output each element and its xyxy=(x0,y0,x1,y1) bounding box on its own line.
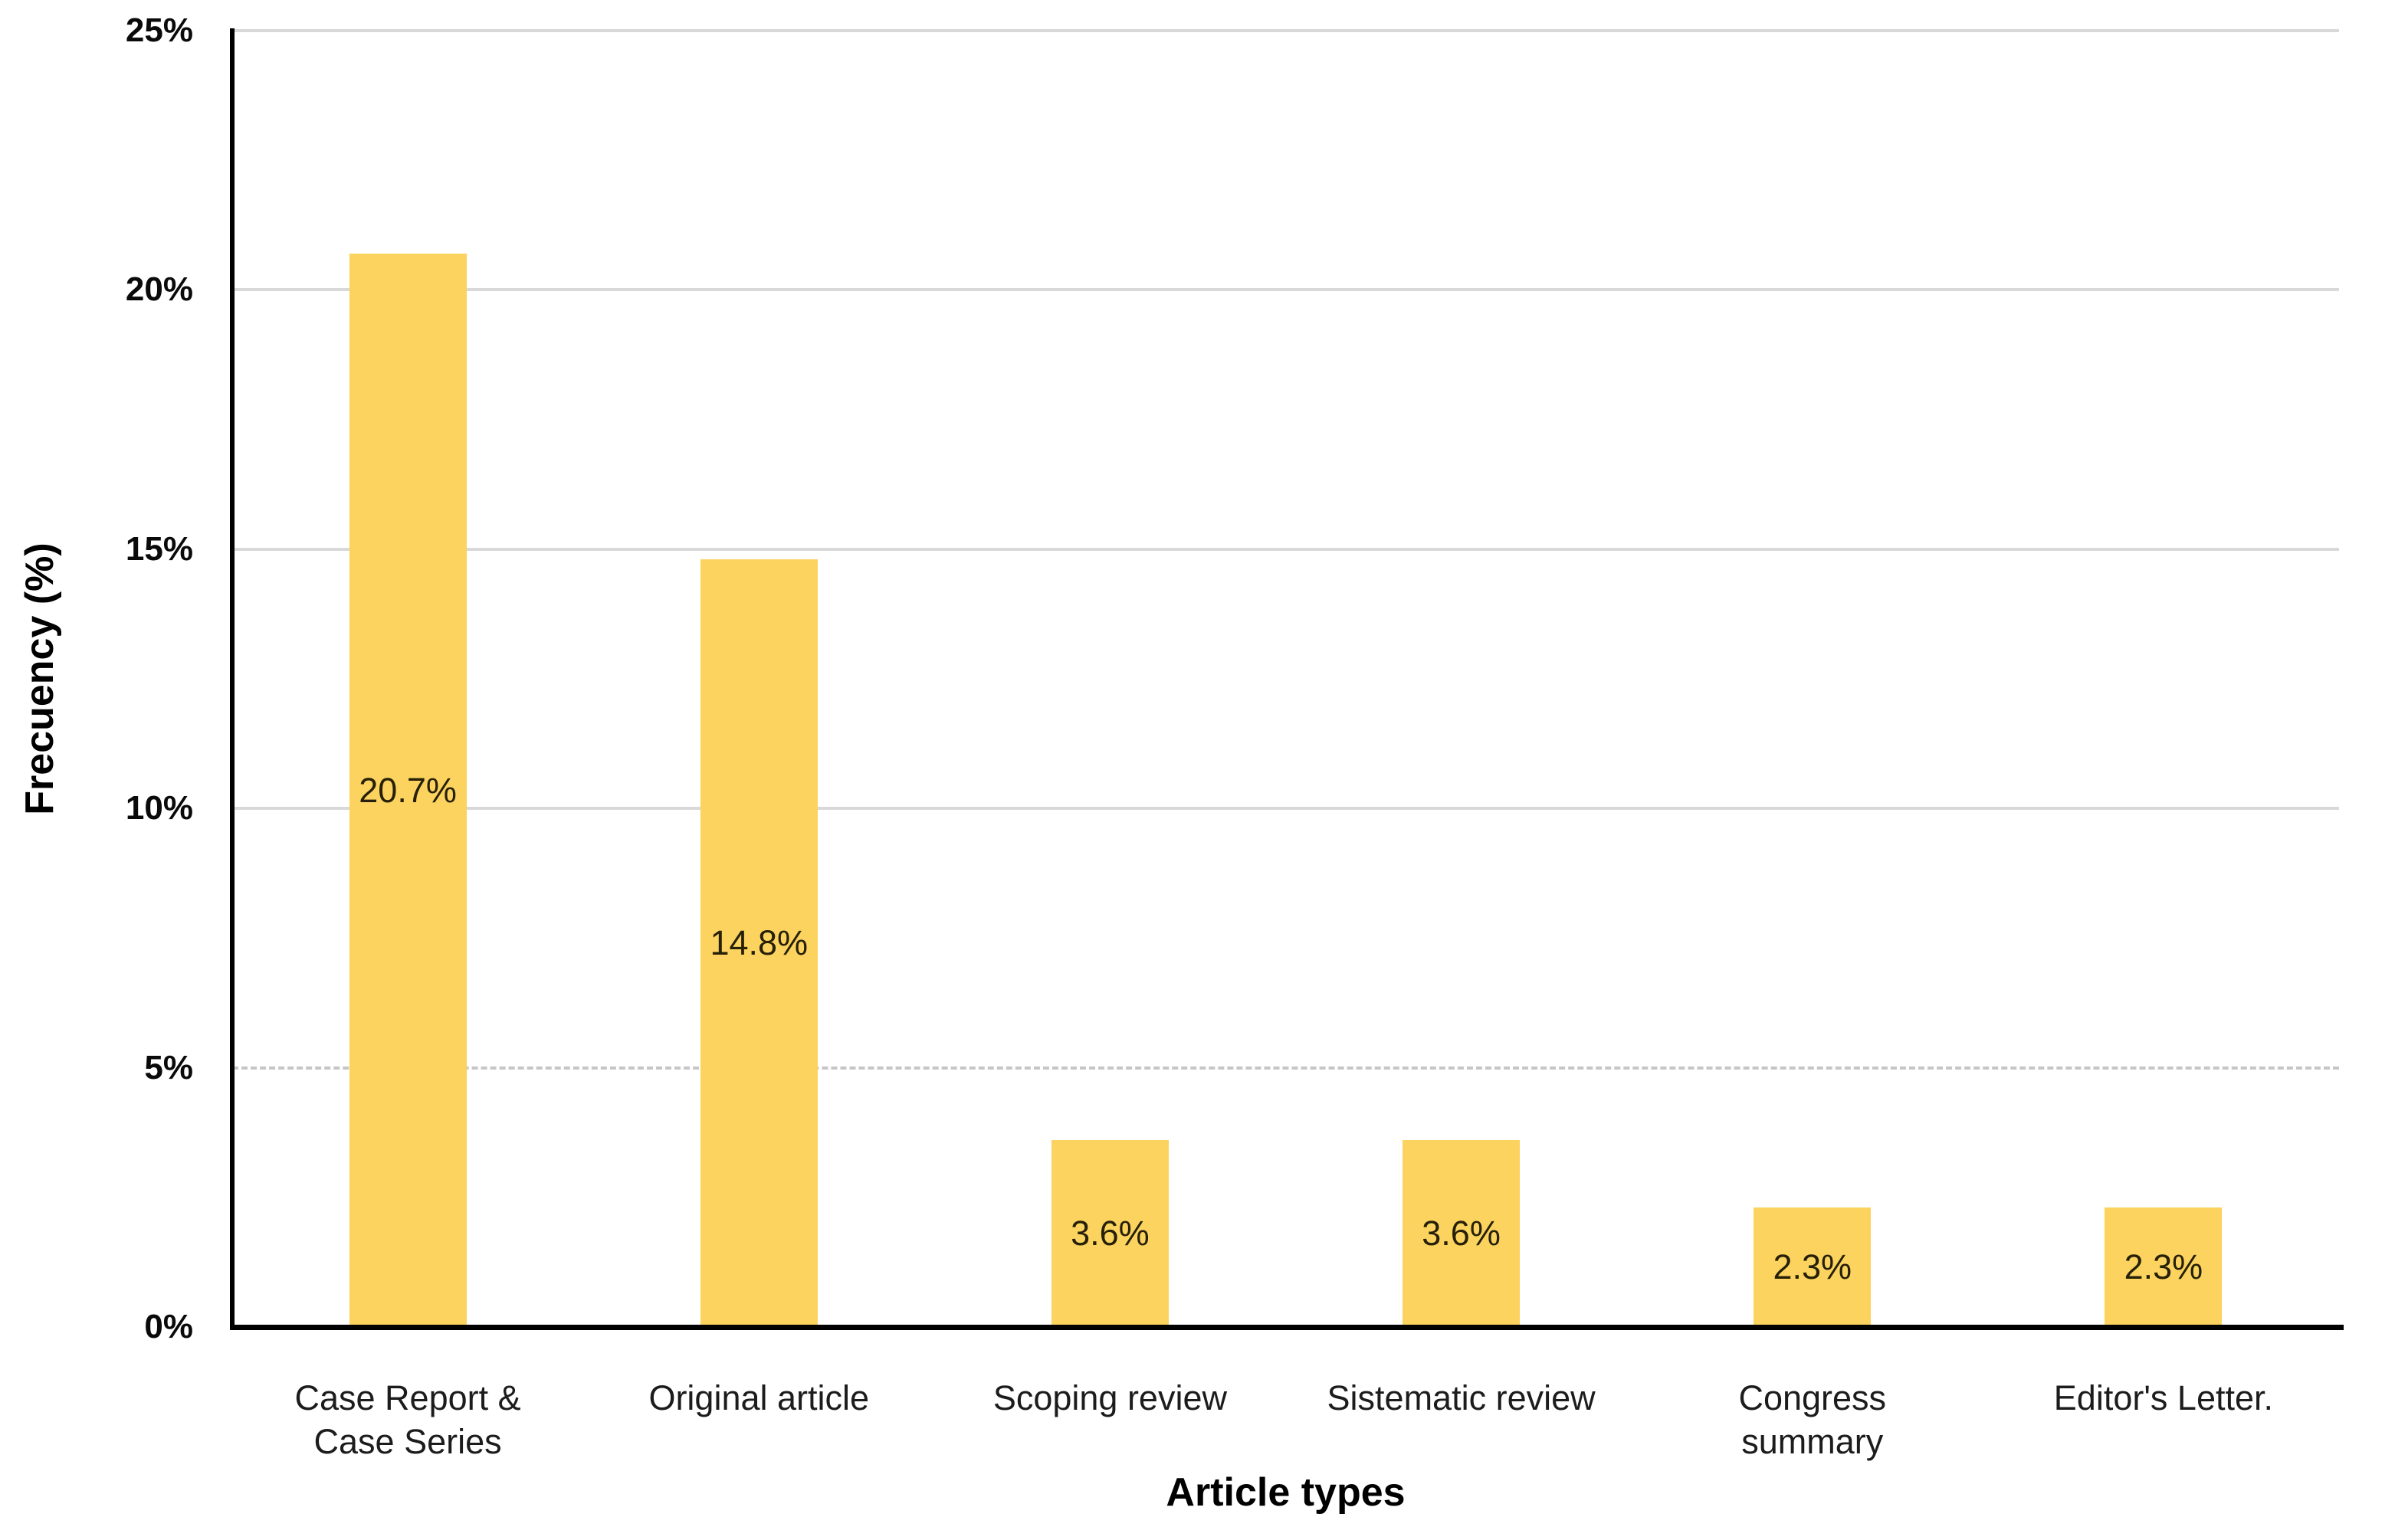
bar-value-label: 3.6% xyxy=(1422,1214,1501,1253)
y-tick-label: 20% xyxy=(125,270,193,309)
bar: 20.7% xyxy=(349,254,467,1327)
x-category-label: Original article xyxy=(648,1378,870,1417)
y-tick-label: 5% xyxy=(144,1048,193,1086)
bar-value-label: 20.7% xyxy=(359,770,457,810)
bar-value-label: 2.3% xyxy=(2124,1247,2203,1287)
bar: 3.6% xyxy=(1403,1140,1521,1327)
bar: 2.3% xyxy=(2105,1207,2223,1327)
x-axis-line xyxy=(230,1325,2344,1330)
y-tick-label: 0% xyxy=(144,1308,193,1345)
gridline xyxy=(232,29,2339,32)
gridline xyxy=(232,288,2339,292)
bar: 14.8% xyxy=(700,559,818,1327)
x-axis-title: Article types xyxy=(1166,1470,1406,1515)
bar: 2.3% xyxy=(1754,1207,1872,1327)
y-tick-label: 15% xyxy=(125,529,193,568)
x-category-label: Scoping review xyxy=(992,1378,1227,1417)
x-category-label: Sistematic review xyxy=(1327,1378,1596,1417)
gridline xyxy=(232,547,2339,551)
x-category-label: Editor's Letter. xyxy=(2053,1378,2274,1417)
x-category-label: Congress summary xyxy=(1738,1378,1887,1461)
bar-value-label: 2.3% xyxy=(1773,1247,1852,1287)
gridline xyxy=(232,807,2339,811)
bar-value-label: 3.6% xyxy=(1071,1214,1150,1253)
x-category-label: Case Report & Case Series xyxy=(294,1378,521,1461)
y-tick-label: 10% xyxy=(125,789,193,827)
bar-value-label: 14.8% xyxy=(710,923,809,963)
bar: 3.6% xyxy=(1051,1140,1169,1327)
y-tick-label: 25% xyxy=(125,11,193,49)
gridline xyxy=(232,1066,2339,1070)
y-axis-line xyxy=(230,28,235,1329)
